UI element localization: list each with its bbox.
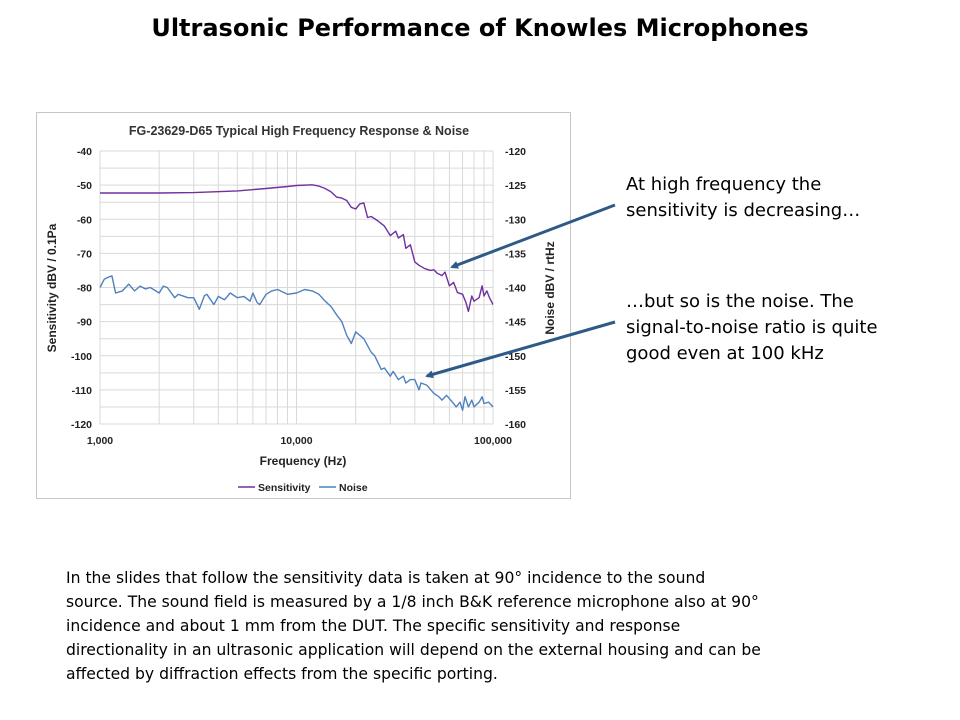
x-tick-label: 10,000	[280, 435, 312, 447]
y-tick-label: -50	[77, 180, 92, 192]
chart-frame: FG-23629-D65 Typical High Frequency Resp…	[36, 112, 571, 499]
x-axis-ticks: 1,000 10,000 100,000	[87, 435, 512, 447]
y-axis-ticks: -40 -50 -60 -70 -80 -90 -100 -110 -120	[71, 146, 92, 431]
y-tick-label: -100	[71, 351, 92, 363]
chart-series	[99, 184, 494, 411]
callout-line: good even at 100 kHz	[626, 343, 824, 364]
y-tick-label: -110	[72, 385, 93, 397]
y2-axis-ticks: -120 -125 -130 -135 -140 -145 -150 -155 -160	[505, 146, 526, 431]
chart-grid	[99, 150, 494, 425]
body-line: incidence and about 1 mm from the DUT. T…	[66, 617, 681, 635]
y2-tick-label: -140	[505, 283, 526, 295]
y2-tick-label: -130	[505, 214, 526, 226]
x-axis-label: Frequency (Hz)	[260, 454, 347, 468]
chart-legend: Sensitivity Noise	[238, 482, 368, 494]
x-tick-label: 1,000	[87, 435, 113, 447]
y2-tick-label: -135	[505, 248, 526, 260]
body-paragraph: In the slides that follow the sensitivit…	[66, 566, 761, 686]
legend-label-sensitivity: Sensitivity	[258, 482, 311, 494]
y-tick-label: -80	[77, 283, 92, 295]
chart-title: FG-23629-D65 Typical High Frequency Resp…	[129, 124, 469, 138]
slide-title: Ultrasonic Performance of Knowles Microp…	[151, 14, 809, 42]
y-tick-label: -120	[71, 419, 92, 431]
y2-tick-label: -145	[505, 317, 526, 329]
body-line: directionality in an ultrasonic applicat…	[66, 641, 761, 659]
y-tick-label: -60	[77, 214, 92, 226]
y-tick-label: -70	[77, 248, 92, 260]
y2-tick-label: -125	[505, 180, 526, 192]
y-axis-label: Sensitivity dBV / 0.1Pa	[45, 223, 59, 352]
body-line: source. The sound field is measured by a…	[66, 593, 759, 611]
y2-tick-label: -155	[505, 385, 526, 397]
callout-line: …but so is the noise. The	[626, 291, 854, 312]
series-line-noise	[99, 275, 494, 411]
body-line: In the slides that follow the sensitivit…	[66, 569, 706, 587]
y2-tick-label: -150	[505, 351, 526, 363]
y-tick-label: -90	[77, 317, 92, 329]
y2-tick-label: -160	[505, 419, 526, 431]
callout-noise: …but so is the noise. The signal-to-nois…	[626, 289, 878, 367]
series-line-sensitivity	[100, 184, 494, 313]
legend-label-noise: Noise	[339, 482, 368, 494]
x-tick-label: 100,000	[474, 435, 512, 447]
callout-line: signal-to-noise ratio is quite	[626, 317, 878, 338]
callout-line: sensitivity is decreasing…	[626, 200, 861, 221]
y2-axis-label: Noise dBV / rtHz	[543, 241, 557, 334]
y2-tick-label: -120	[505, 146, 526, 158]
y-tick-label: -40	[77, 146, 92, 158]
callout-line: At high frequency the	[626, 174, 822, 195]
chart: FG-23629-D65 Typical High Frequency Resp…	[45, 124, 557, 494]
callout-sensitivity: At high frequency the sensitivity is dec…	[626, 172, 860, 224]
body-line: affected by diffraction effects from the…	[66, 665, 498, 683]
